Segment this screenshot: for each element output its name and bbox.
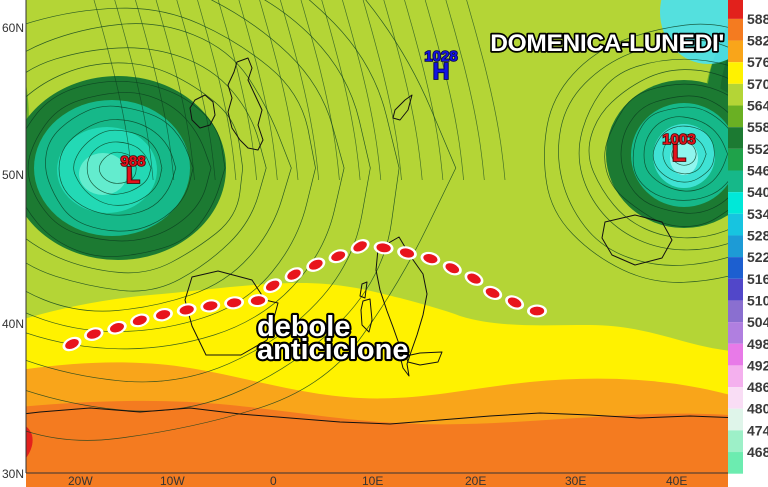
svg-text:L: L xyxy=(126,162,140,188)
svg-text:540: 540 xyxy=(747,184,768,200)
svg-text:534: 534 xyxy=(747,206,768,222)
svg-text:20E: 20E xyxy=(465,474,486,487)
svg-text:10E: 10E xyxy=(362,474,383,487)
svg-text:468: 468 xyxy=(747,444,768,460)
svg-text:L: L xyxy=(672,140,686,166)
svg-text:30E: 30E xyxy=(565,474,586,487)
svg-text:30N: 30N xyxy=(2,467,24,481)
svg-text:570: 570 xyxy=(747,76,768,92)
svg-text:498: 498 xyxy=(747,336,768,352)
svg-text:504: 504 xyxy=(747,314,768,330)
svg-text:480: 480 xyxy=(747,401,768,417)
svg-text:516: 516 xyxy=(747,271,768,287)
svg-text:528: 528 xyxy=(747,227,768,243)
svg-text:564: 564 xyxy=(747,98,768,114)
svg-text:552: 552 xyxy=(747,141,768,157)
svg-text:10W: 10W xyxy=(160,474,185,487)
svg-text:582: 582 xyxy=(747,33,768,49)
svg-text:60N: 60N xyxy=(2,21,24,35)
svg-text:486: 486 xyxy=(747,379,768,395)
svg-text:20W: 20W xyxy=(68,474,93,487)
svg-text:522: 522 xyxy=(747,249,768,265)
svg-text:40N: 40N xyxy=(2,317,24,331)
svg-text:0: 0 xyxy=(270,474,277,487)
svg-text:474: 474 xyxy=(747,422,768,438)
svg-text:anticiclone: anticiclone xyxy=(257,334,409,366)
svg-text:492: 492 xyxy=(747,357,768,373)
svg-text:50N: 50N xyxy=(2,168,24,182)
svg-text:40E: 40E xyxy=(666,474,687,487)
svg-text:558: 558 xyxy=(747,119,768,135)
svg-text:546: 546 xyxy=(747,163,768,179)
svg-text:588: 588 xyxy=(747,11,768,27)
svg-text:510: 510 xyxy=(747,292,768,308)
svg-text:DOMENICA-LUNEDI': DOMENICA-LUNEDI' xyxy=(490,30,724,57)
svg-text:576: 576 xyxy=(747,54,768,70)
svg-text:H: H xyxy=(433,58,450,84)
